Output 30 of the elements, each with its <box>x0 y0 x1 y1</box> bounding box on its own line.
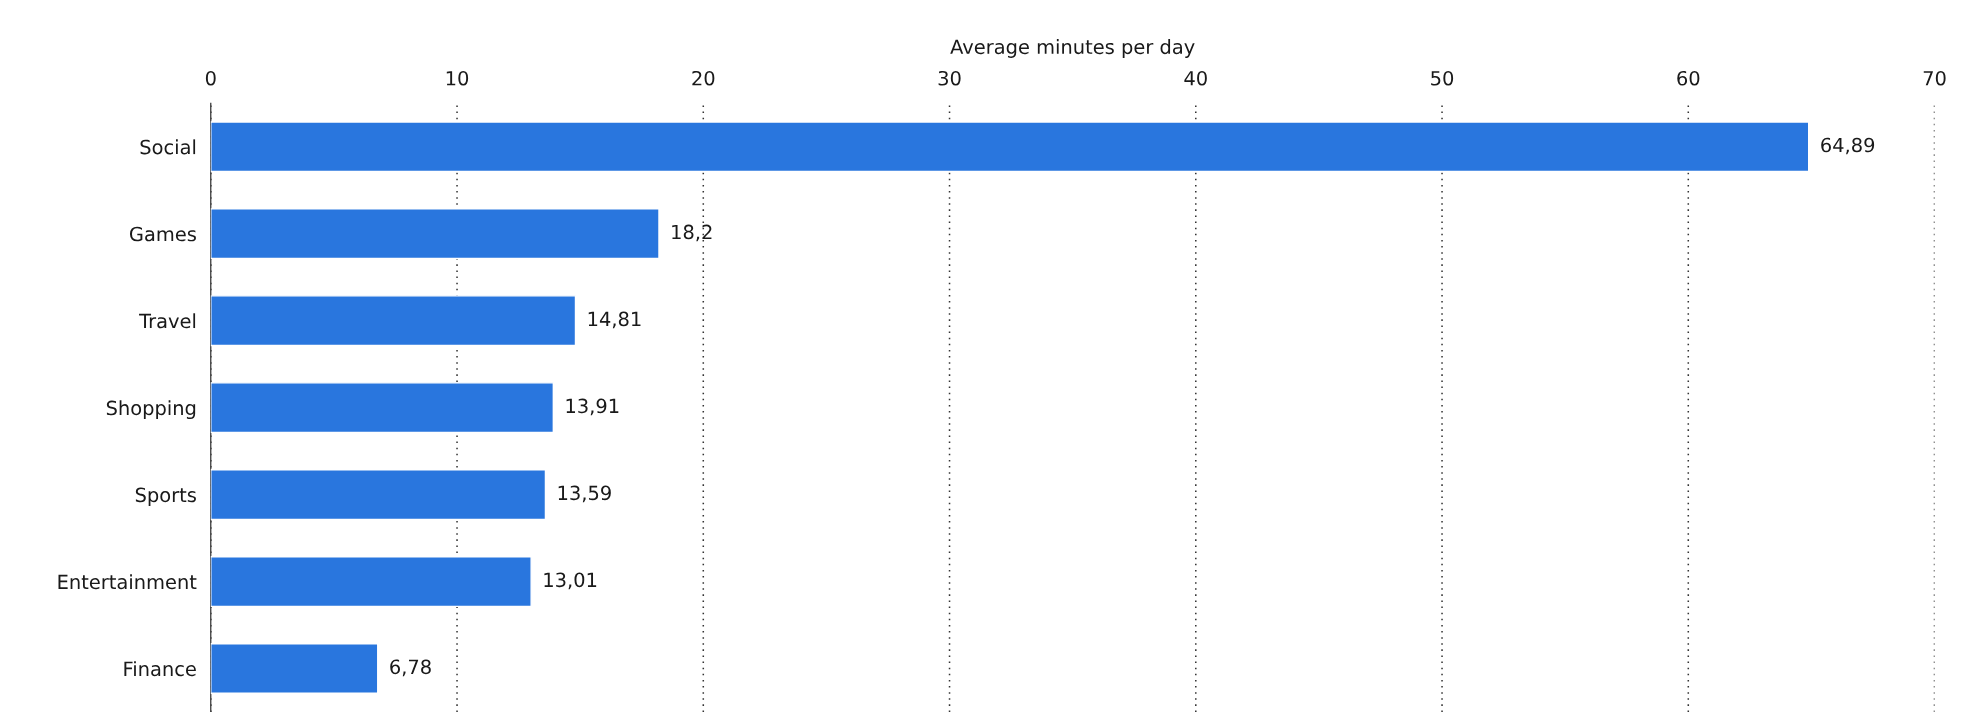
bar <box>210 469 547 521</box>
y-tick-label: Social <box>140 139 196 155</box>
x-tick-label: 60 <box>1677 70 1700 86</box>
y-tick-label: Finance <box>124 661 196 677</box>
data-label: 14,81 <box>588 311 641 329</box>
x-tick-label: 10 <box>446 70 469 86</box>
x-tick-label: 30 <box>938 70 961 86</box>
bar <box>210 643 379 694</box>
x-tick-label: 50 <box>1431 70 1454 86</box>
bar <box>210 121 1810 173</box>
x-tick-label: 20 <box>692 70 715 86</box>
y-tick-label: Entertainment <box>58 574 197 590</box>
y-tick-label: Travel <box>139 313 196 329</box>
data-label: 13,01 <box>544 572 597 590</box>
y-tick-label: Games <box>129 226 196 242</box>
data-label: 18,2 <box>672 224 712 242</box>
x-tick-label: 40 <box>1184 70 1207 86</box>
data-label: 13,91 <box>566 398 619 416</box>
data-label: 64,89 <box>1821 137 1875 155</box>
bar <box>210 382 555 434</box>
data-label: 6,78 <box>390 659 431 677</box>
bar <box>210 556 532 608</box>
x-tick-label: 70 <box>1923 70 1946 86</box>
data-label: 13,59 <box>558 485 611 503</box>
x-tick-label: 0 <box>205 70 216 86</box>
bar <box>210 295 577 347</box>
bar <box>210 208 660 260</box>
y-tick-label: Shopping <box>106 400 196 420</box>
y-tick-label: Sports <box>135 487 196 507</box>
x-axis-title: Average minutes per day <box>950 39 1195 58</box>
